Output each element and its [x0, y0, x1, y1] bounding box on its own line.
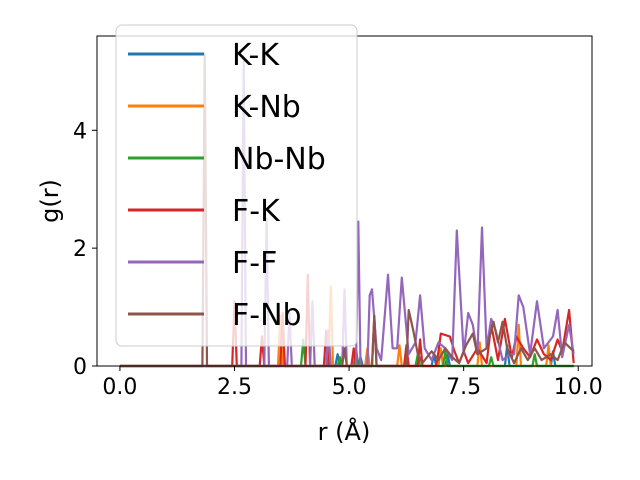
y-tick-label: 2	[73, 237, 87, 262]
x-axis-title: r (Å)	[318, 417, 371, 446]
x-axis: 0.0 2.5 5.0 7.5 10.0	[102, 366, 603, 400]
legend-label: Nb-Nb	[232, 142, 326, 177]
x-tick-label: 10.0	[554, 375, 603, 400]
legend-label: F-Nb	[232, 298, 302, 333]
y-tick-label: 0	[73, 355, 87, 380]
legend-label: F-K	[232, 194, 281, 229]
x-tick-label: 0.0	[102, 375, 137, 400]
legend: K-K K-Nb Nb-Nb F-K F-F F-Nb	[115, 24, 358, 347]
y-axis: 0 2 4	[73, 119, 97, 380]
x-tick-label: 7.5	[446, 375, 481, 400]
legend-label: K-Nb	[232, 90, 301, 125]
y-axis-title: g(r)	[36, 179, 64, 223]
legend-label: K-K	[232, 38, 280, 73]
y-tick-label: 4	[73, 119, 87, 144]
x-tick-label: 5.0	[332, 375, 367, 400]
legend-label: F-F	[232, 246, 277, 281]
x-tick-label: 2.5	[217, 375, 252, 400]
